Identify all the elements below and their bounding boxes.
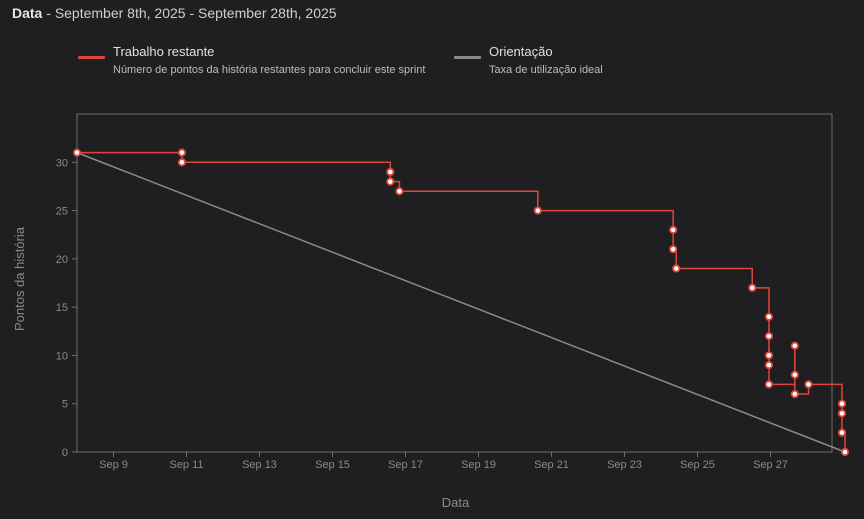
- remaining-work-point[interactable]: [790, 370, 799, 379]
- remaining-work-point[interactable]: [386, 177, 395, 186]
- remaining-work-point[interactable]: [764, 360, 774, 370]
- remaining-work-point[interactable]: [669, 245, 678, 254]
- plot-frame: [76, 113, 833, 453]
- header-title: Data: [12, 5, 43, 21]
- y-tick-label: 25: [56, 206, 68, 218]
- remaining-work-point[interactable]: [764, 351, 774, 360]
- remaining-work-point[interactable]: [837, 428, 847, 437]
- legend-description-remaining-work: Número de pontos da história restantes p…: [113, 64, 426, 76]
- remaining-work-point[interactable]: [790, 389, 799, 399]
- legend-description-guideline: Taxa de utilização ideal: [489, 64, 603, 76]
- y-tick-label: 10: [56, 350, 68, 362]
- y-tick-label: 5: [62, 399, 68, 411]
- y-tick-label: 20: [56, 254, 68, 266]
- remaining-work-point[interactable]: [764, 332, 774, 341]
- legend-swatch-remaining-work: [78, 56, 105, 59]
- remaining-work-point[interactable]: [672, 264, 681, 273]
- x-tick-label: Sep 27: [753, 459, 788, 471]
- legend-title-remaining-work: Trabalho restante: [113, 44, 215, 59]
- guideline-series-line: [76, 151, 846, 453]
- header-separator: -: [42, 5, 55, 21]
- x-tick-label: Sep 13: [242, 459, 277, 471]
- remaining-work-point[interactable]: [533, 206, 542, 215]
- y-tick-label: 30: [56, 157, 68, 169]
- remaining-work-point[interactable]: [837, 399, 847, 408]
- remaining-work-point[interactable]: [177, 148, 187, 157]
- x-tick-label: Sep 9: [99, 459, 128, 471]
- x-tick-label: Sep 17: [388, 459, 423, 471]
- remaining-work-point[interactable]: [790, 341, 799, 350]
- header-date-range: September 8th, 2025 - September 28th, 20…: [54, 5, 337, 21]
- x-tick-label: Sep 15: [315, 459, 350, 471]
- remaining-work-point[interactable]: [395, 187, 404, 196]
- y-tick-label: 0: [62, 447, 68, 459]
- x-tick-label: Sep 21: [534, 459, 569, 471]
- remaining-work-point[interactable]: [804, 380, 813, 389]
- remaining-work-point[interactable]: [837, 409, 847, 418]
- remaining-work-point[interactable]: [177, 158, 187, 167]
- y-tick-label: 15: [56, 302, 68, 314]
- legend-swatch-guideline: [454, 56, 481, 59]
- x-tick-label: Sep 19: [461, 459, 496, 471]
- remaining-work-series-line: [77, 151, 846, 452]
- remaining-work-point[interactable]: [840, 447, 850, 457]
- x-axis-title: Data: [442, 495, 470, 510]
- remaining-work-point[interactable]: [386, 167, 395, 177]
- remaining-work-point[interactable]: [748, 283, 757, 292]
- y-axis-title: Pontos da história: [12, 226, 27, 331]
- remaining-work-point[interactable]: [669, 225, 678, 234]
- remaining-work-point[interactable]: [764, 380, 774, 389]
- remaining-work-point[interactable]: [72, 148, 82, 157]
- x-tick-label: Sep 11: [169, 459, 203, 471]
- chart-header: Data - September 8th, 2025 - September 2…: [12, 5, 337, 21]
- x-tick-label: Sep 23: [607, 459, 642, 471]
- remaining-work-point[interactable]: [764, 312, 774, 321]
- legend-title-guideline: Orientação: [489, 44, 553, 59]
- x-tick-label: Sep 25: [680, 459, 715, 471]
